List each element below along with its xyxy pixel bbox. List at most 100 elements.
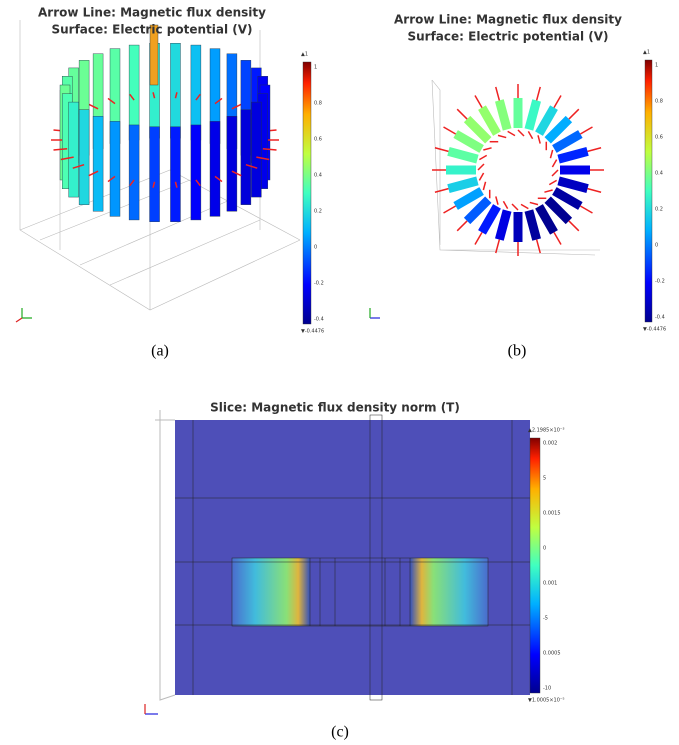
flux-arrow [262, 147, 277, 151]
colorbar-label: 0.2 [314, 209, 322, 215]
coil-turn [453, 187, 484, 210]
coil-turn [226, 116, 238, 212]
coil-turn [524, 99, 541, 131]
flux-arrow [443, 205, 457, 214]
coil-turn [552, 187, 583, 210]
flux-arrow [483, 147, 492, 151]
flux-arrow [88, 170, 99, 177]
flux-arrow [474, 95, 483, 109]
coil-turn [544, 115, 573, 144]
slice-view [155, 410, 530, 701]
colorbar [529, 437, 541, 694]
coil-3d [51, 24, 279, 222]
flux-arrow [553, 231, 562, 245]
flux-arrow [517, 129, 525, 137]
colorbar-label: -0.2 [314, 281, 324, 287]
flux-arrow [535, 86, 541, 101]
coil-turn [128, 124, 140, 221]
colorbar-label: 0.4 [655, 171, 663, 177]
flux-arrow [456, 220, 468, 232]
colorbar-label: 0.8 [655, 99, 663, 105]
flux-arrow [434, 187, 449, 193]
flux-arrow [587, 147, 602, 153]
flux-arrow [495, 86, 501, 101]
coil-turn [557, 147, 589, 164]
flux-arrow [553, 95, 562, 109]
flux-arrow [497, 134, 507, 139]
colorbar [644, 59, 653, 323]
colorbar-label: 0 [314, 245, 317, 251]
panel-title: Arrow Line: Magnetic flux density [394, 13, 622, 27]
colorbar-label: -10 [543, 686, 551, 692]
flux-arrow [482, 181, 487, 191]
flux-arrow [495, 196, 499, 205]
coil-turn [68, 101, 79, 198]
colorbar-max-label: ▲2.1985×10⁻³ [528, 428, 565, 434]
flux-arrow [549, 149, 554, 159]
coil-turn [453, 130, 484, 153]
flux-arrow [537, 135, 541, 144]
panel-title: Surface: Electric potential (V) [407, 30, 608, 44]
panel-caption: (b) [508, 343, 527, 360]
coil-turn [251, 101, 262, 198]
colorbar-label: 0.002 [543, 441, 557, 447]
panel-title: Slice: Magnetic flux density norm (T) [210, 401, 460, 415]
flux-arrow [434, 147, 449, 153]
coil-turn [190, 124, 202, 221]
flux-arrow [152, 92, 156, 99]
flux-arrow [195, 179, 201, 187]
coil-turn [478, 204, 501, 235]
colorbar-label: -0.2 [655, 279, 665, 285]
flux-arrow [256, 156, 270, 161]
flux-arrow [474, 231, 483, 245]
panel-title: Arrow Line: Magnetic flux density [38, 6, 266, 20]
flux-arrow [502, 200, 509, 210]
coil-turn [78, 109, 90, 205]
coil-turn [495, 209, 512, 241]
lead-wire [149, 24, 159, 86]
coil-turn [447, 176, 479, 193]
flux-arrow [568, 108, 580, 120]
coil-turn [535, 105, 558, 136]
panel-caption: (c) [331, 724, 349, 741]
flux-arrow [231, 170, 242, 177]
flux-arrow [214, 97, 223, 105]
colorbar-label: 0.0015 [543, 511, 561, 517]
colorbar [302, 61, 312, 325]
coil-turn [557, 176, 589, 193]
colorbar-label: -0.4 [655, 315, 665, 321]
colorbar-label: -0.4 [314, 317, 324, 323]
flux-arrow [511, 203, 519, 211]
flux-arrow [551, 159, 558, 168]
coil-turn [463, 196, 492, 225]
flux-arrow [231, 103, 242, 110]
coil-turn [463, 115, 492, 144]
flux-arrow [579, 205, 593, 214]
coil-turn [535, 204, 558, 235]
colorbar-label: 1 [655, 63, 658, 69]
flux-arrow [477, 163, 485, 171]
flux-arrow [174, 181, 178, 188]
colorbar-max-label: ▲1 [643, 50, 650, 56]
flux-arrow [174, 92, 178, 99]
coil-turn [209, 121, 221, 217]
flux-arrow [107, 97, 116, 105]
flux-arrow [579, 126, 593, 135]
panel-title: Surface: Electric potential (V) [51, 23, 252, 37]
colorbar-label: 5 [543, 476, 546, 482]
flux-arrow [548, 179, 558, 186]
colorbar-label: 1 [314, 65, 317, 71]
colorbar-label: 0.6 [655, 135, 663, 141]
flux-arrow [507, 130, 516, 137]
coil-turn [149, 126, 160, 222]
flux-arrow [53, 147, 68, 151]
flux-arrow [587, 187, 602, 193]
flux-arrow [478, 172, 485, 181]
axis-triads [15, 308, 380, 715]
flux-arrow [195, 93, 201, 101]
flux-arrow [107, 175, 116, 183]
flux-arrow [88, 103, 99, 110]
flux-arrow [72, 163, 85, 169]
colorbar-max-label: ▲1 [301, 52, 308, 58]
